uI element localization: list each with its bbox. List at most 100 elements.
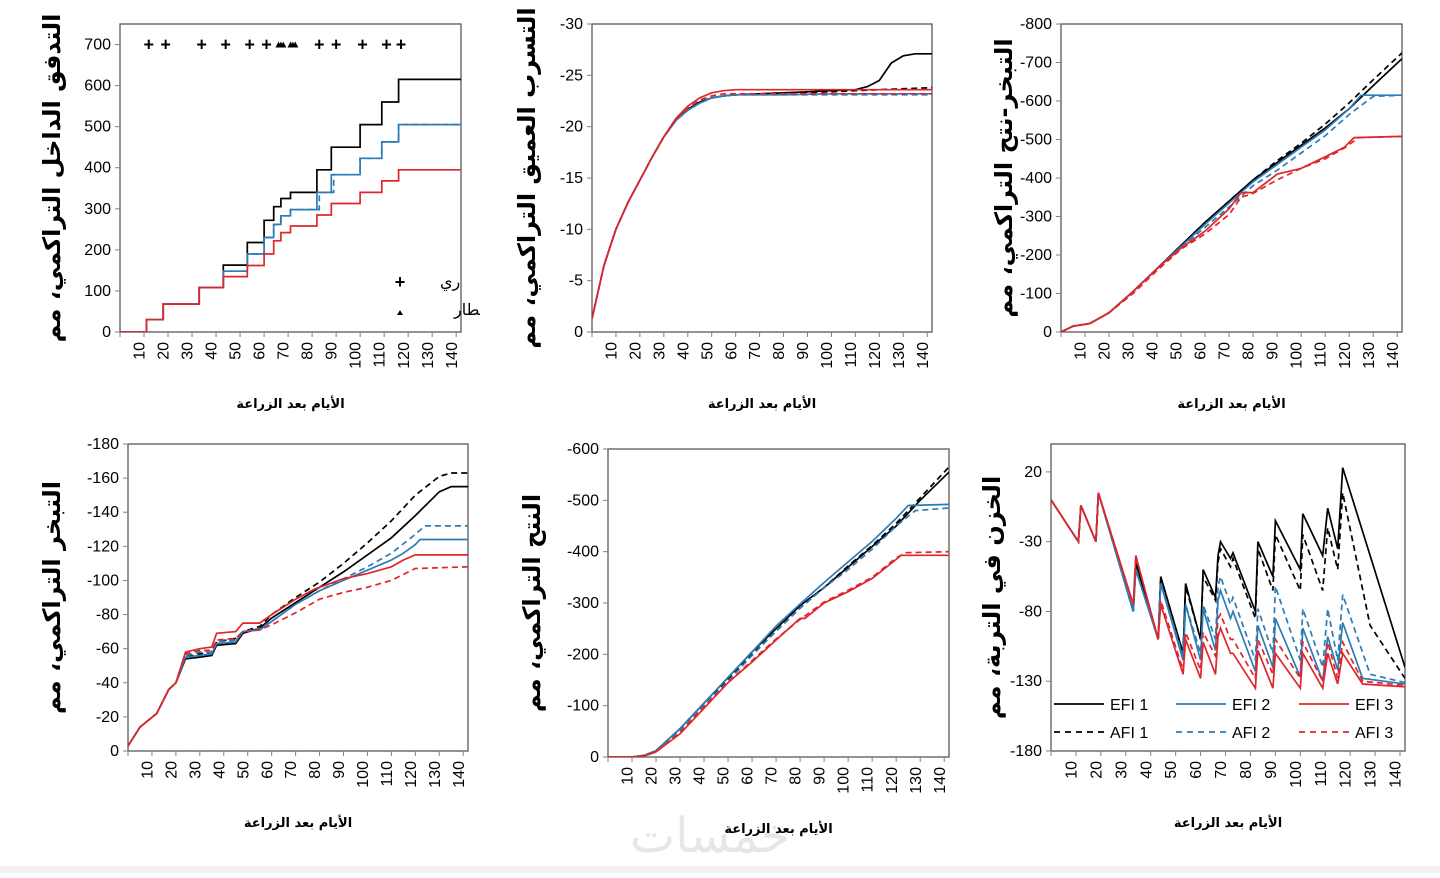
x-tick-label: 80 (788, 767, 805, 785)
x-tick-label: 130 (891, 342, 908, 369)
y-tick-label: -200 (567, 646, 599, 663)
legend-label: AFI 3 (1355, 725, 1393, 742)
x-axis-label: الأيام بعد الزراعة (708, 395, 816, 412)
irrigation-marker: + (144, 35, 155, 55)
x-tick-label: 70 (747, 342, 764, 360)
bottom-strip (0, 866, 1440, 873)
x-tick-label: 50 (235, 761, 252, 779)
x-axis-label: الأيام بعد الزراعة (1174, 814, 1282, 831)
y-tick-label: -400 (567, 544, 599, 561)
series-efi-2 (1051, 492, 1405, 685)
series-afi-3 (1061, 135, 1402, 332)
plot-frame (119, 23, 462, 333)
panel-inflow: 0 100 200 300 400 500 600 700 10 20 30 40 50 60 70 80 90… (0, 0, 493, 430)
x-tick-label: 70 (1217, 342, 1234, 360)
x-tick-label: 30 (668, 767, 685, 785)
y-axis-label: التبخر التراكمي، مم (38, 481, 66, 714)
x-tick-label: 70 (283, 761, 300, 779)
irrigation-marker: + (331, 35, 342, 55)
y-tick-label: -400 (1020, 170, 1052, 187)
y-axis-label: التسرب العميق التراكمي، مم (513, 7, 541, 348)
y-axis-label: التبخر-نتح التراكمي، مم (990, 38, 1018, 317)
x-tick-label: 50 (699, 342, 716, 360)
y-tick-label: -180 (1010, 743, 1042, 760)
x-tick-label: 140 (1388, 761, 1405, 788)
x-tick-label: 110 (372, 342, 389, 368)
series-efi-3 (120, 168, 461, 332)
series-afi-1 (1051, 492, 1405, 679)
series-efi-3 (1061, 135, 1402, 332)
x-tick-label: 120 (403, 761, 420, 788)
y-tick-label: -100 (1020, 286, 1052, 303)
chart-inflow: 0 100 200 300 400 500 600 700 10 20 30 40 50 60 70 80 90… (38, 14, 493, 412)
x-tick-label: 90 (812, 767, 829, 785)
x-tick-label: 120 (1337, 342, 1354, 369)
x-tick-label: 90 (1265, 342, 1282, 360)
x-tick-label: 100 (348, 342, 365, 369)
y-tick-label: -10 (560, 221, 583, 238)
panel-soil-storage: -180 -130 -80 -30 20 10 20 30 40 50 60 70 80 90 100 110… (960, 430, 1440, 873)
x-tick-label: 80 (1241, 342, 1258, 360)
x-tick-label: 130 (420, 342, 437, 369)
y-tick-label: 700 (84, 37, 111, 54)
legend-rain-label: أمطار (453, 299, 480, 319)
x-tick-label: 10 (140, 761, 157, 779)
series-afi-1 (592, 86, 932, 319)
y-tick-label: -300 (1020, 209, 1052, 226)
x-tick-label: 10 (132, 342, 149, 360)
y-axis-label: النتح التراكمي، مم (518, 494, 546, 712)
x-tick-label: 20 (1097, 342, 1114, 360)
x-tick-label: 100 (836, 767, 853, 794)
x-tick-label: 130 (908, 767, 925, 794)
series-efi-3 (608, 554, 949, 757)
watermark: خمسات (630, 808, 791, 864)
series-afi-3 (1051, 492, 1405, 687)
y-tick-label: -5 (569, 273, 583, 290)
y-tick-label: -200 (1020, 247, 1052, 264)
y-tick-label: 500 (84, 119, 111, 136)
x-tick-label: 140 (932, 767, 949, 794)
irrigation-marker: + (396, 35, 407, 55)
series-afi-2 (608, 507, 949, 757)
y-tick-label: 600 (84, 78, 111, 95)
x-tick-label: 20 (156, 342, 173, 360)
x-tick-label: 80 (771, 342, 788, 360)
x-tick-label: 20 (627, 342, 644, 360)
x-tick-label: 90 (795, 342, 812, 360)
x-tick-label: 20 (1088, 761, 1105, 779)
y-tick-label: -500 (567, 492, 599, 509)
x-tick-label: 20 (644, 767, 661, 785)
x-tick-label: 60 (1188, 761, 1205, 779)
y-tick-label: -700 (1020, 55, 1052, 72)
series-efi-1 (120, 78, 461, 332)
x-tick-label: 40 (675, 342, 692, 360)
x-tick-label: 10 (1064, 761, 1081, 779)
series-afi-1 (1061, 52, 1402, 332)
x-tick-label: 120 (396, 342, 413, 369)
x-tick-label: 100 (355, 761, 372, 788)
legend-label: AFI 1 (1110, 725, 1148, 742)
x-tick-label: 10 (1073, 342, 1090, 360)
y-tick-label: 400 (84, 160, 111, 177)
y-tick-label: -100 (87, 572, 119, 589)
x-tick-label: 90 (1263, 761, 1280, 779)
legend-rain-icon (397, 310, 403, 315)
y-tick-label: -500 (1020, 132, 1052, 149)
rain-marker (280, 41, 287, 48)
x-tick-label: 50 (228, 342, 245, 360)
x-tick-label: 80 (1238, 761, 1255, 779)
x-tick-label: 110 (860, 767, 877, 793)
series-afi-2 (592, 93, 932, 319)
y-tick-label: 300 (84, 201, 111, 218)
x-tick-label: 30 (1121, 342, 1138, 360)
series-afi-2 (1051, 492, 1405, 684)
x-tick-label: 30 (187, 761, 204, 779)
series-efi-1 (608, 471, 949, 757)
plot-frame (591, 23, 933, 333)
x-tick-label: 70 (764, 767, 781, 785)
panel-evapotranspiration: 0 -100 -200 -300 -400 -500 -600 -700 -800 10 20 30 4… (960, 0, 1440, 430)
series-efi-1 (1061, 58, 1402, 332)
y-tick-label: 0 (590, 749, 599, 766)
y-tick-label: -60 (96, 641, 119, 658)
x-tick-label: 100 (1288, 761, 1305, 788)
